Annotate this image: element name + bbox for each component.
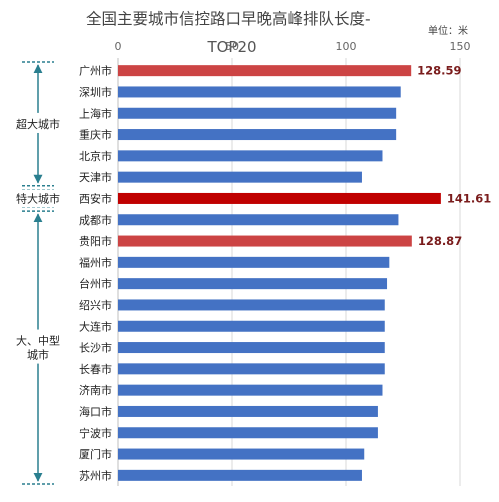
bar-17 [118,405,378,417]
bar-7 [118,192,441,204]
category-label: 宁波市 [79,426,112,440]
group-label: 大、中型 [16,334,60,348]
data-label: 128.87 [418,234,462,248]
category-label: 长沙市 [79,341,112,355]
bars [118,65,441,481]
category-label: 台州市 [79,277,112,291]
group-label-bg [14,114,62,133]
category-label: 厦门市 [79,447,112,461]
group-label: 城市 [27,348,49,362]
category-label: 海口市 [79,404,112,418]
bar-5 [118,150,383,162]
bar-3 [118,107,397,119]
data-label: 141.61 [447,191,491,205]
data-labels: 128.59 141.61 128.87 [417,64,491,248]
x-axis-ticks: 0 50 100 150 [115,40,471,53]
x-tick-label: 50 [225,40,239,53]
bar-11 [118,278,388,290]
group-label-bg [14,331,62,364]
category-label: 西安市 [79,191,112,205]
category-label: 大连市 [79,319,112,333]
category-label: 天津市 [79,170,112,184]
category-label: 绍兴市 [79,298,112,312]
category-label: 苏州市 [79,468,112,482]
bar-20 [118,469,362,481]
bar-18 [118,427,378,439]
bar-2 [118,86,401,98]
category-labels: 广州市深圳市上海市重庆市北京市天津市西安市成都市贵阳市福州市台州市绍兴市大连市长… [79,64,112,483]
category-label: 贵阳市 [79,234,112,248]
group-label-bg [14,189,62,208]
unit-label: 单位：米 [428,24,468,37]
category-label: 福州市 [79,255,112,269]
category-label: 济南市 [79,383,112,397]
bar-9 [118,235,412,247]
chart-subtitle: TOP20 [206,38,256,56]
chart-title: 全国主要城市信控路口早晚高峰排队长度- [86,10,371,28]
bar-14 [118,342,385,354]
bar-10 [118,256,390,268]
group-label: 超大城市 [16,117,60,131]
category-label: 成都市 [79,213,112,227]
data-label: 128.59 [417,64,461,78]
x-tick-label: 100 [336,40,357,53]
x-tick-label: 0 [115,40,122,53]
gridlines [117,58,461,486]
bar-8 [118,214,399,226]
bar-12 [118,299,385,311]
category-label: 长春市 [79,362,112,376]
x-tick-label: 150 [450,40,471,53]
category-label: 广州市 [79,64,112,78]
group-label: 特大城市 [16,191,60,205]
category-label: 北京市 [79,149,112,163]
category-label: 上海市 [79,106,112,120]
bar-13 [118,320,385,332]
bar-6 [118,171,362,183]
bar-19 [118,448,365,460]
bar-1 [118,65,412,77]
category-label: 重庆市 [79,128,112,142]
bar-4 [118,129,397,141]
bar-15 [118,363,385,375]
category-label: 深圳市 [79,85,112,99]
bar-16 [118,384,383,396]
